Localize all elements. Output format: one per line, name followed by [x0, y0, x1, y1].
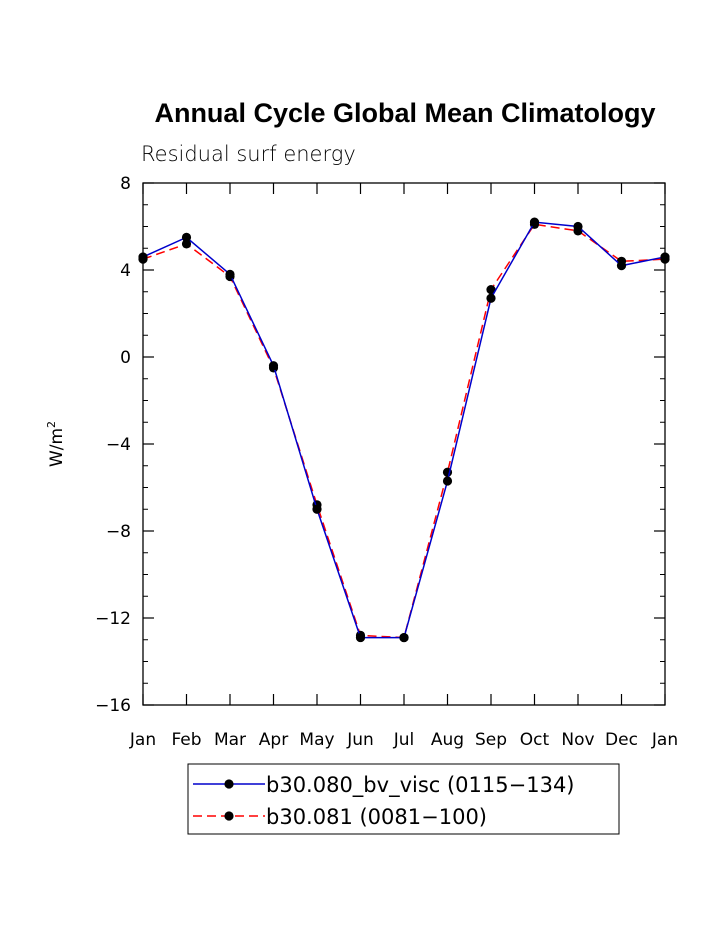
x-tick-label: May	[299, 730, 334, 750]
axis-ticks	[142, 182, 666, 706]
data-point	[529, 217, 540, 227]
y-axis-label-base: W/m	[47, 428, 67, 467]
data-point	[225, 269, 235, 279]
data-point	[181, 232, 192, 242]
series-1	[138, 217, 670, 643]
y-tick-label: −8	[106, 522, 131, 542]
data-point	[660, 252, 670, 262]
data-point	[486, 284, 496, 295]
y-tick-label: −4	[106, 435, 131, 455]
legend-box	[187, 763, 620, 835]
data-point	[399, 632, 409, 643]
y-tick-label: −16	[95, 696, 131, 716]
series-line	[142, 221, 666, 639]
data-point	[573, 221, 583, 232]
x-tick-label: Apr	[259, 730, 288, 750]
x-tick-label: Sep	[475, 730, 507, 750]
x-tick-label: Jan	[129, 730, 156, 750]
legend-marker	[224, 811, 234, 821]
x-tick-label: Oct	[520, 730, 550, 750]
y-tick-labels: 8 4 0 −4 −8 −12 −16	[95, 174, 131, 716]
y-axis-label: W/m2	[45, 421, 67, 467]
legend-entry-1: b30.080_bv_visc (0115−134)	[193, 773, 575, 798]
data-point	[138, 252, 148, 262]
series-line	[142, 223, 666, 639]
y-tick-label: 8	[120, 174, 131, 194]
y-axis-label-superscript: 2	[45, 421, 58, 428]
x-tick-label: Jul	[393, 730, 415, 750]
x-tick-label: Jun	[346, 730, 374, 750]
chart-title: Annual Cycle Global Mean Climatology	[154, 98, 655, 128]
x-tick-label: Aug	[431, 730, 464, 750]
legend: b30.080_bv_visc (0115−134) b30.081 (0081−…	[193, 773, 575, 829]
plot-frame	[142, 182, 666, 706]
legend-label: b30.080_bv_visc (0115−134)	[266, 773, 575, 798]
data-point	[268, 361, 279, 371]
series-2	[138, 219, 670, 643]
y-tick-label: −12	[95, 609, 131, 629]
chart-subtitle: Residual surf energy	[141, 142, 356, 166]
data-point	[442, 476, 453, 486]
data-point	[181, 239, 192, 249]
x-tick-label: Feb	[171, 730, 201, 750]
legend-entry-2: b30.081 (0081−100)	[193, 805, 487, 829]
y-tick-label: 4	[120, 261, 131, 281]
x-tick-labels: Jan Feb Mar Apr May Jun Jul Aug Sep Oct Nov Dec Jan	[129, 730, 678, 750]
legend-marker	[224, 779, 234, 789]
x-tick-label: Mar	[214, 730, 246, 750]
data-point	[355, 632, 366, 643]
legend-label: b30.081 (0081−100)	[266, 805, 487, 829]
data-point	[486, 293, 496, 303]
x-tick-label: Jan	[651, 730, 678, 750]
series-layer	[138, 217, 670, 643]
y-tick-label: 0	[120, 348, 131, 368]
data-point	[616, 261, 627, 271]
data-point	[312, 504, 322, 514]
x-tick-label: Dec	[605, 730, 638, 750]
x-tick-label: Nov	[561, 730, 594, 750]
